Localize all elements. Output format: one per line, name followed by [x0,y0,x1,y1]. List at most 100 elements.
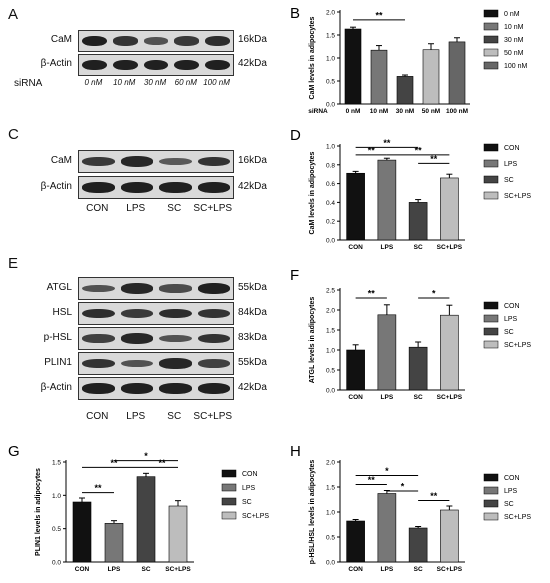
panel-letter: H [290,443,301,460]
blot-band [120,383,153,394]
blot-kda-label: 16kDa [238,154,267,166]
blot-band [82,35,107,47]
blot-band [197,359,230,368]
blot-lane-label: CON [86,203,109,214]
x-tick-label: 100 nM [446,108,468,115]
y-tick-label: 1.0 [326,348,335,355]
bar [422,49,440,105]
legend-label: CON [242,471,258,478]
legend-label: SC+LPS [242,513,269,520]
x-tick-label: LPS [108,566,121,573]
x-tick-label: CON [348,244,363,251]
blot-lane-label: LPS [126,411,146,422]
x-tick-label: SC+LPS [165,566,191,573]
legend-label: 30 nM [504,37,524,44]
blot-band [82,308,115,319]
panel-letter: G [8,443,20,460]
blot-strip [78,54,234,76]
y-tick-label: 0.0 [326,388,335,395]
x-tick-label: SC [414,566,423,573]
y-tick-label: 0.0 [326,238,335,245]
blot-band [205,59,230,71]
bar [104,523,124,563]
legend-label: LPS [504,161,518,168]
bar-chart-h: H 0.0 0.5 1.0 1.5 2.0 p-HSL/HSL levels in adip… [290,443,531,573]
legend-swatch [221,483,237,492]
y-tick-label: 0.5 [326,368,335,375]
panel-letter-e: E [8,255,19,272]
y-tick-label: 1.0 [326,510,335,517]
bar [346,172,365,241]
significance-label: * [385,466,389,476]
y-axis-label: PLIN1 levels in adipocytes [35,468,42,556]
y-tick-label: 1.0 [326,144,335,151]
legend-label: SC+LPS [504,514,531,521]
y-axis-label: CaM levels in adipocytes [309,151,316,234]
y-tick-label: 1.5 [326,328,335,335]
blot-band [174,36,200,46]
blot-band [159,308,192,319]
legend-label: LPS [504,316,518,323]
x-tick-label: SC [414,394,423,401]
blot-band [112,36,138,46]
blot-protein-label: β-Actin [40,180,72,192]
bar [346,520,365,563]
legend-swatch [483,22,499,31]
blot-band [197,333,230,344]
legend-swatch [483,486,499,495]
x-tick-label: 0 nM [346,108,361,115]
significance-label: ** [415,145,423,155]
blot-lane-label: LPS [126,203,146,214]
blot-kda-label: 42kDa [238,180,267,192]
blot-band [197,156,230,167]
blot-band [82,334,115,343]
blot-band [159,284,192,293]
legend-swatch [221,497,237,506]
y-tick-label: 0.5 [326,79,335,86]
blot-strip [78,352,234,375]
legend-label: CON [504,145,520,152]
blot-band [82,156,115,167]
bar [408,202,428,241]
blot-lane-label: CON [86,411,109,422]
legend-swatch [483,512,499,521]
legend-swatch [483,175,499,184]
blot-kda-label: 55kDa [238,356,267,368]
significance-label: ** [368,289,376,299]
y-tick-label: 0.6 [326,181,335,188]
blot-band [197,308,230,319]
blot-strip [78,277,234,300]
panel-letter: B [290,5,300,22]
blot-kda-label: 84kDa [238,306,267,318]
blot-band [159,383,192,394]
legend-label: 50 nM [504,50,524,57]
legend-swatch [483,191,499,200]
blot-band [82,383,115,394]
significance-label: * [144,451,148,461]
legend-label: 10 nM [504,24,524,31]
blot-lane-prefix: siRNA [14,78,43,89]
x-tick-label: CON [348,566,363,573]
bar [136,476,156,563]
bar [344,28,362,105]
y-tick-label: 2.0 [326,460,335,467]
legend-swatch [483,143,499,152]
bar [377,159,397,241]
bar [408,527,428,563]
blot-protein-label: p-HSL [43,331,72,343]
legend-swatch [483,499,499,508]
blot-protein-label: β-Actin [40,381,72,393]
significance-label: ** [375,10,383,20]
y-tick-label: 0.0 [326,560,335,567]
x-tick-label: CON [348,394,363,401]
blot-band [120,333,153,344]
blot-band [159,358,192,369]
y-tick-label: 2.0 [326,10,335,17]
blot-lane-label: 30 nM [143,78,167,87]
blot-strip [78,377,234,400]
panel-letter: F [290,267,299,284]
blot-band [82,284,115,293]
blot-band [82,59,107,71]
y-tick-label: 0.0 [52,560,61,567]
significance-label: * [401,482,405,492]
